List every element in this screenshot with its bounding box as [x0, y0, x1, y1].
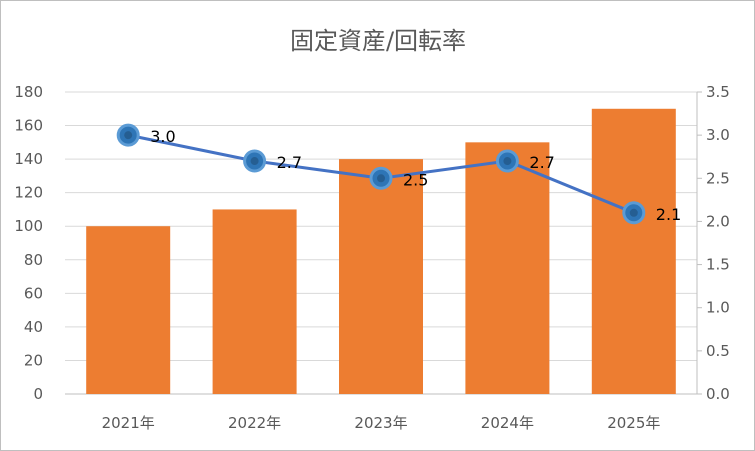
right-tick-label: 0.0 [706, 385, 730, 403]
bar-series [86, 108, 676, 395]
left-tick-label: 60 [24, 284, 43, 302]
line-data-label: 3.0 [150, 127, 175, 146]
line-data-label: 2.1 [656, 205, 681, 224]
bar-2021年 [86, 226, 171, 394]
right-tick-label: 1.0 [706, 299, 730, 317]
right-tick-label: 3.5 [706, 83, 730, 101]
line-point-core [124, 131, 133, 140]
line-point-core [377, 174, 385, 183]
left-tick-label: 140 [14, 150, 43, 168]
right-axis-ticks: 0.0 0.5 1.0 1.5 2.0 2.5 3.0 3.5 [697, 83, 730, 403]
category-label: 2023年 [354, 414, 407, 432]
right-tick-label: 1.5 [706, 256, 730, 274]
bar-2023年 [339, 159, 423, 394]
line-data-labels: 3.0 2.7 2.5 2.7 2.1 [150, 127, 681, 224]
category-axis: 2021年 2022年 2023年 2024年 2025年 [102, 414, 661, 432]
line-point-core [503, 157, 512, 166]
right-tick-label: 3.0 [706, 126, 730, 144]
category-label: 2024年 [481, 414, 534, 432]
line-data-label: 2.5 [403, 170, 428, 189]
category-label: 2022年 [228, 414, 281, 432]
line-series [116, 123, 646, 225]
left-tick-label: 160 [14, 117, 43, 135]
line-data-label: 2.7 [529, 153, 554, 172]
left-tick-label: 120 [14, 184, 43, 202]
line-data-label: 2.7 [277, 153, 302, 172]
bar-2024年 [465, 142, 550, 394]
right-tick-label: 2.5 [706, 169, 730, 187]
left-tick-label: 100 [14, 217, 43, 235]
line-point-core [629, 208, 638, 217]
category-label: 2021年 [102, 414, 155, 432]
left-tick-label: 180 [14, 83, 43, 101]
bar-2025年 [591, 108, 676, 395]
bar-2022年 [212, 209, 297, 394]
right-tick-label: 0.5 [706, 342, 730, 360]
left-tick-label: 80 [24, 251, 43, 269]
category-label: 2025年 [607, 414, 660, 432]
left-axis-ticks: 0 20 40 60 80 100 120 140 160 180 [14, 83, 43, 403]
chart-title: 固定資産/回転率 [290, 27, 466, 55]
right-tick-label: 2.0 [706, 212, 730, 230]
line-point-core [250, 157, 259, 166]
left-tick-label: 40 [24, 318, 43, 336]
left-tick-label: 0 [33, 385, 43, 403]
left-tick-label: 20 [24, 351, 43, 369]
